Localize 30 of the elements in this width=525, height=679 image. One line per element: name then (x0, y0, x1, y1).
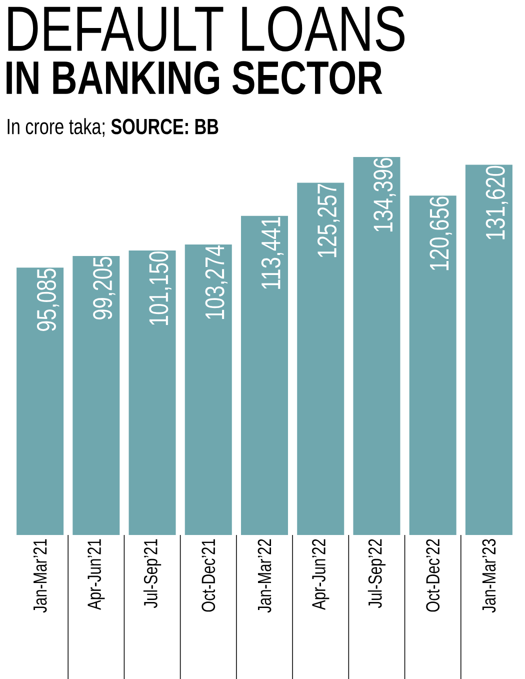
x-tick-label: Jul-Sep’21 (143, 539, 162, 608)
text: In crore taka; SOURCE: BB (8, 118, 218, 137)
bar (72, 256, 120, 535)
x-tick-label: Jan-Mar’23 (482, 539, 496, 613)
x-tick-label: Apr-Jun’22 (312, 539, 330, 610)
data-label: 131,620 (486, 166, 508, 240)
x-tick-label: Oct-Dec’21 (202, 539, 216, 612)
bar (184, 244, 232, 535)
x-tick-label: Jan-Mar’22 (258, 539, 272, 613)
chart-title: DEFAULT LOANS (8, 6, 404, 52)
chart-subtitle: IN BANKING SECTOR (6, 61, 382, 94)
data-label: 99,205 (93, 257, 116, 320)
bar (240, 216, 288, 535)
bar (353, 156, 400, 535)
data-label: 125,257 (318, 184, 340, 258)
x-tick-label: Jul-Sep’22 (368, 539, 386, 608)
data-label: 134,396 (374, 158, 396, 232)
x-tick-label: Oct-Dec’22 (426, 539, 440, 612)
data-label: 103,274 (205, 245, 228, 319)
bar (128, 250, 176, 535)
x-tick-label: Apr-Jun’21 (88, 539, 105, 610)
data-label: 120,656 (430, 196, 452, 270)
x-tick-label: Jan-Mar’21 (33, 539, 47, 613)
data-label: 95,085 (36, 268, 60, 331)
data-label: 113,441 (261, 217, 284, 289)
bar (16, 268, 64, 535)
bar (465, 164, 512, 535)
data-label: 101,150 (149, 252, 172, 325)
bar (409, 196, 456, 535)
bar (297, 182, 344, 535)
